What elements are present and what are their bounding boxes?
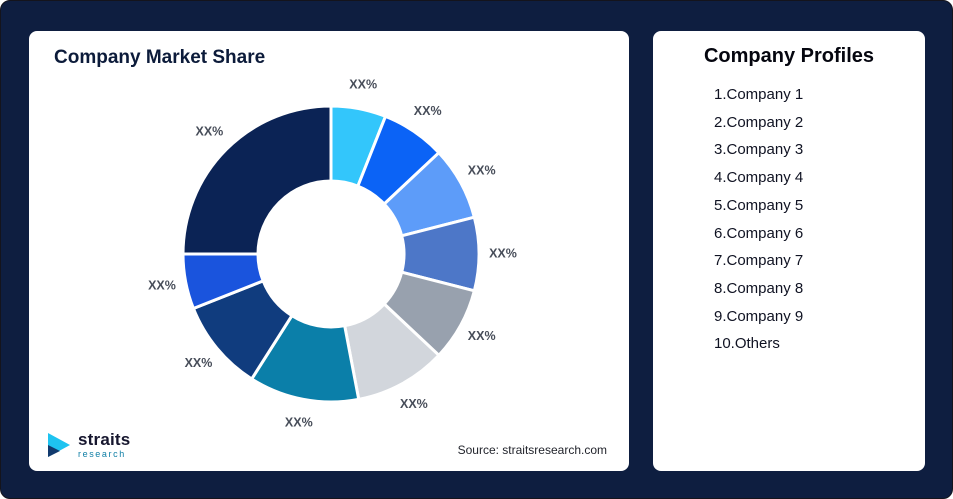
profile-item-8: 8.Company 8 xyxy=(714,279,804,297)
profile-item-2: 2.Company 2 xyxy=(714,113,804,131)
profile-item-9: 9.Company 9 xyxy=(714,307,804,325)
donut-chart: XX% XX% XX% XX% XX% XX% XX% XX% XX% XX% xyxy=(148,77,517,429)
straits-logo: straits research xyxy=(46,431,130,459)
segment-label-4: XX% xyxy=(489,246,517,260)
company-profiles-card: Company Profiles 1.Company 1 2.Company 2 3… xyxy=(653,31,925,471)
segment-label-2: XX% xyxy=(414,104,442,118)
donut-segment-10 xyxy=(181,104,333,256)
profile-item-3: 3.Company 3 xyxy=(714,141,804,159)
segment-label-8: XX% xyxy=(185,356,213,370)
source-text: Source: straitsresearch.com xyxy=(457,443,607,457)
segment-label-9: XX% xyxy=(148,278,176,292)
chart-title: Company Market Share xyxy=(54,47,266,68)
segment-label-5: XX% xyxy=(468,329,496,343)
segment-label-7: XX% xyxy=(285,415,313,429)
profile-item-10: 10.Others xyxy=(714,335,780,353)
profiles-list: 1.Company 1 2.Company 2 3.Company 3 4.Compa… xyxy=(714,81,913,358)
logo-subtitle: research xyxy=(78,449,126,459)
profiles-title: Company Profiles xyxy=(703,45,875,67)
profile-item-4: 4.Company 4 xyxy=(714,169,804,187)
segment-label-10: XX% xyxy=(196,125,224,139)
profile-item-6: 6.Company 6 xyxy=(714,224,804,242)
profile-item-5: 5.Company 5 xyxy=(714,196,804,214)
profile-item-7: 7.Company 7 xyxy=(714,252,804,270)
logo-name: straits xyxy=(78,430,131,449)
segment-label-3: XX% xyxy=(468,163,496,177)
segment-label-1: XX% xyxy=(349,77,377,91)
profile-item-1: 1.Company 1 xyxy=(714,86,804,103)
market-share-card: Company Market Share XX% XX% XX% XX% XX% XX% X… xyxy=(29,31,629,471)
straits-logo-icon xyxy=(48,433,70,457)
segment-label-6: XX% xyxy=(400,397,428,411)
straits-logo-text: straits research xyxy=(78,431,130,459)
